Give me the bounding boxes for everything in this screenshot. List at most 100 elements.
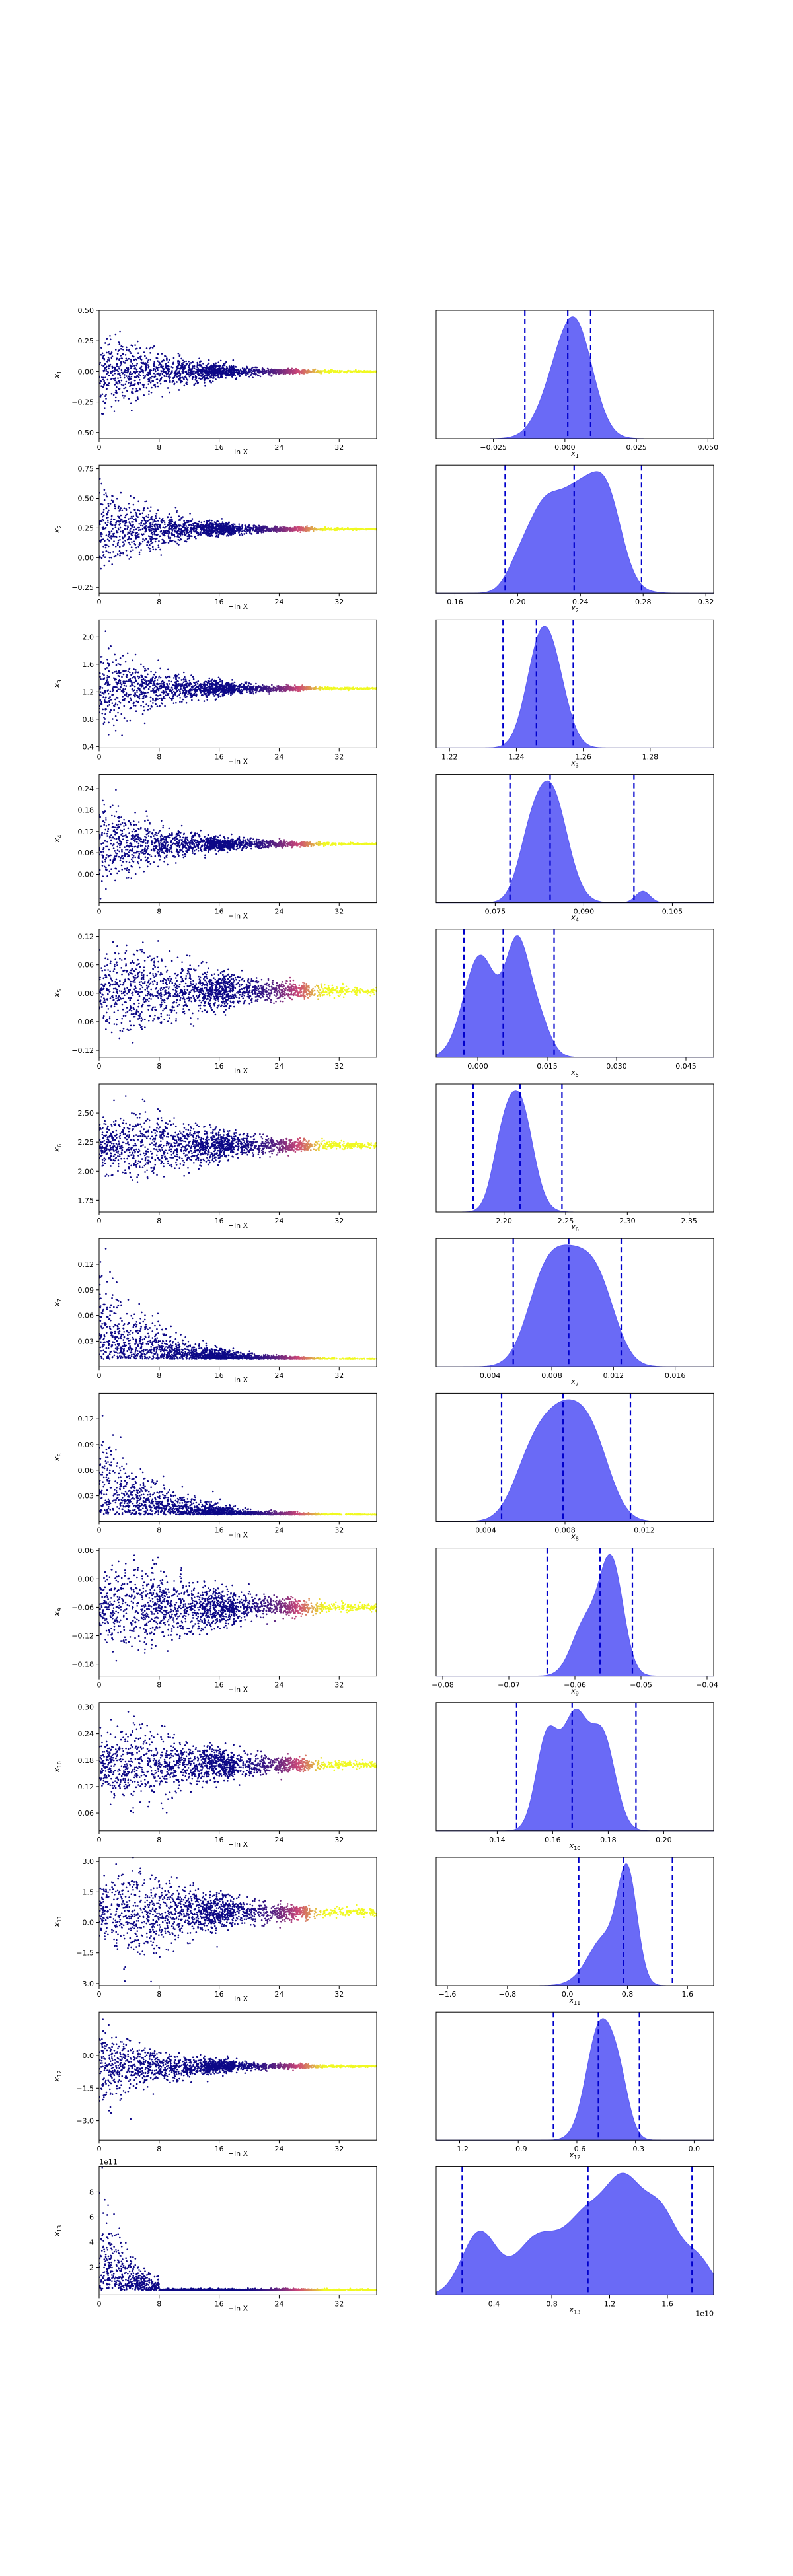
scatter-x2-point	[185, 525, 188, 527]
scatter-x2-point	[189, 530, 192, 532]
scatter-x3-point	[178, 677, 180, 679]
scatter-x1-point	[207, 363, 209, 366]
scatter-x3-point	[255, 682, 257, 685]
scatter-x1-point	[159, 379, 161, 381]
scatter-x1-point	[198, 357, 200, 360]
scatter-x1-point	[168, 374, 170, 376]
scatter-x3-point	[155, 694, 157, 696]
scatter-x1-point	[134, 367, 136, 369]
scatter-x2-point	[216, 523, 219, 526]
scatter-x1-point	[320, 370, 322, 373]
scatter-x1-point	[114, 333, 117, 336]
scatter-x3-point	[153, 687, 156, 689]
scatter-x2-point	[324, 526, 326, 528]
scatter-x2-point	[279, 526, 281, 528]
scatter-x2-point	[138, 544, 141, 546]
scatter-x2-point	[264, 525, 266, 528]
scatter-x2-point	[106, 523, 108, 526]
scatter-x1-point	[223, 369, 226, 371]
scatter-x2-point	[208, 527, 210, 530]
scatter-x2-point	[125, 550, 128, 552]
scatter-x1-point	[235, 369, 238, 372]
scatter-x1-point	[218, 367, 220, 370]
scatter-x2-xtick-label: 8	[157, 598, 161, 606]
scatter-x3-point	[249, 692, 251, 694]
scatter-x1-point	[269, 372, 271, 375]
scatter-x2-point	[142, 509, 145, 512]
scatter-x3-point	[141, 682, 143, 684]
scatter-x3-point	[256, 687, 259, 690]
scatter-x2-point	[99, 478, 101, 480]
scatter-x3-point	[108, 701, 110, 703]
scatter-x1-point	[102, 378, 104, 381]
scatter-x3-point	[132, 672, 134, 675]
scatter-x2-point	[288, 528, 290, 531]
scatter-x1-point	[335, 370, 338, 373]
scatter-x1-point	[137, 382, 139, 384]
scatter-x2-point	[368, 528, 371, 530]
scatter-x2-point	[151, 525, 154, 528]
scatter-x2-point	[296, 526, 299, 528]
scatter-x2-point	[118, 505, 120, 508]
scatter-x3-point	[231, 679, 233, 681]
scatter-x1-point	[107, 359, 109, 361]
scatter-x3-point	[332, 687, 335, 690]
scatter-x3-point	[130, 693, 132, 696]
scatter-x1-point	[222, 367, 225, 369]
scatter-x2-point	[212, 525, 215, 528]
scatter-x1-point	[126, 375, 128, 377]
scatter-x2-point	[222, 524, 225, 526]
scatter-x3-point	[162, 690, 165, 692]
scatter-x3-point	[132, 676, 133, 679]
scatter-x1-point	[105, 394, 107, 396]
scatter-x3-point	[196, 693, 198, 696]
scatter-x2-point	[241, 526, 244, 529]
scatter-x3-point	[130, 674, 132, 676]
scatter-x1-point	[265, 370, 268, 373]
scatter-x3-point	[213, 683, 215, 685]
scatter-x3-point	[136, 689, 138, 692]
scatter-x2-point	[218, 531, 220, 534]
scatter-x1-point	[184, 365, 186, 367]
scatter-x1-point	[209, 379, 211, 382]
scatter-x1-point	[132, 363, 133, 365]
scatter-x3-point	[106, 684, 109, 686]
scatter-x1-point	[315, 371, 318, 373]
scatter-x1-point	[203, 374, 206, 376]
scatter-x1-point	[272, 372, 274, 375]
scatter-x1-point	[110, 392, 113, 395]
scatter-x1-point	[221, 364, 224, 367]
scatter-x1-point	[133, 376, 136, 378]
scatter-x2-point	[113, 555, 116, 558]
scatter-x2-point	[158, 517, 161, 520]
scatter-x2-point	[163, 542, 165, 544]
hist-x2-frame	[435, 464, 714, 594]
hist-x1-xlabel: x1	[570, 449, 579, 459]
scatter-x3-point	[104, 683, 106, 685]
scatter-x1-point	[283, 371, 285, 373]
scatter-x1-point	[233, 371, 236, 373]
scatter-x3-point	[221, 682, 223, 684]
scatter-x3-point	[219, 680, 221, 682]
scatter-x1-point	[169, 376, 171, 378]
scatter-x2-point	[110, 518, 112, 520]
scatter-x2-point	[248, 532, 251, 534]
scatter-x1-point	[332, 369, 334, 372]
scatter-x1-point	[154, 375, 157, 378]
scatter-x1-point	[151, 347, 154, 349]
scatter-x1-point	[137, 376, 140, 378]
scatter-x1-point	[171, 370, 173, 372]
scatter-x2-point	[229, 525, 231, 527]
scatter-x2-point	[285, 527, 288, 530]
scatter-x1-point	[129, 371, 132, 373]
scatter-x3-point	[196, 694, 198, 697]
scatter-x2-point	[116, 520, 118, 522]
scatter-x1-point	[104, 395, 106, 397]
scatter-x2-point	[122, 532, 124, 534]
scatter-x1-point	[262, 373, 264, 375]
scatter-x1-point	[109, 363, 112, 366]
scatter-x2-point	[307, 528, 310, 530]
scatter-x1-point	[200, 369, 202, 371]
scatter-x1-point	[143, 384, 145, 386]
